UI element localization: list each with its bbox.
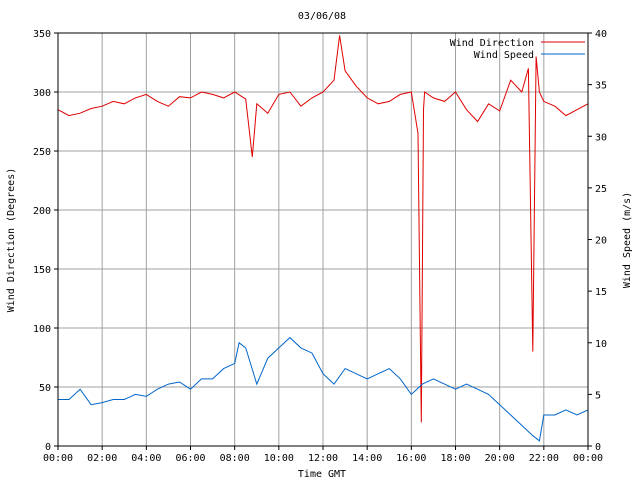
x-tick-label: 06:00	[175, 453, 205, 464]
left-tick-label: 300	[33, 88, 51, 99]
series-line-wind-speed	[58, 336, 589, 442]
x-tick-label: 12:00	[308, 453, 338, 464]
x-tick-label: 10:00	[264, 453, 294, 464]
x-tick-label: 16:00	[396, 453, 426, 464]
x-tick-label: 18:00	[440, 453, 470, 464]
series-layer	[57, 35, 589, 442]
left-tick-label: 250	[33, 147, 51, 158]
x-tick-label: 00:00	[43, 453, 73, 464]
left-axis-label: Wind Direction (Degrees)	[6, 168, 17, 313]
x-tick-label: 02:00	[87, 453, 117, 464]
x-axis-ticks: 00:00 02:00 04:00 06:00 08:00 10:00 12:00 14:00…	[43, 446, 603, 464]
x-tick-label: 00:00	[573, 453, 603, 464]
legend: Wind Direction Wind Speed	[450, 38, 585, 61]
right-axis-label: Wind Speed (m/s)	[622, 192, 633, 288]
left-tick-label: 50	[39, 383, 51, 394]
right-tick-label: 0	[595, 442, 601, 453]
x-tick-label: 04:00	[131, 453, 161, 464]
x-tick-label: 14:00	[352, 453, 382, 464]
right-tick-label: 40	[595, 29, 607, 40]
series-line-wind-direction	[57, 35, 589, 423]
legend-label-direction: Wind Direction	[450, 38, 534, 49]
right-tick-label: 15	[595, 287, 607, 298]
left-tick-label: 350	[33, 29, 51, 40]
left-tick-label: 0	[45, 442, 51, 453]
grid-lines	[58, 32, 588, 446]
right-tick-label: 20	[595, 236, 607, 247]
x-axis-label: Time GMT	[298, 469, 346, 480]
right-axis-ticks: 0 5 10 15 20 25 30 35 40	[588, 29, 607, 453]
right-tick-label: 30	[595, 132, 607, 143]
right-tick-label: 35	[595, 81, 607, 92]
x-tick-label: 22:00	[529, 453, 559, 464]
right-tick-label: 25	[595, 184, 607, 195]
left-tick-label: 150	[33, 265, 51, 276]
left-tick-label: 200	[33, 206, 51, 217]
x-tick-label: 20:00	[485, 453, 515, 464]
right-tick-label: 10	[595, 339, 607, 350]
legend-label-speed: Wind Speed	[474, 50, 534, 61]
left-axis-ticks: 0 50 100 150 200 250 300 350	[33, 29, 58, 453]
x-tick-label: 08:00	[220, 453, 250, 464]
right-tick-label: 5	[595, 390, 601, 401]
left-tick-label: 100	[33, 324, 51, 335]
chart-title: 03/06/08	[298, 11, 346, 22]
